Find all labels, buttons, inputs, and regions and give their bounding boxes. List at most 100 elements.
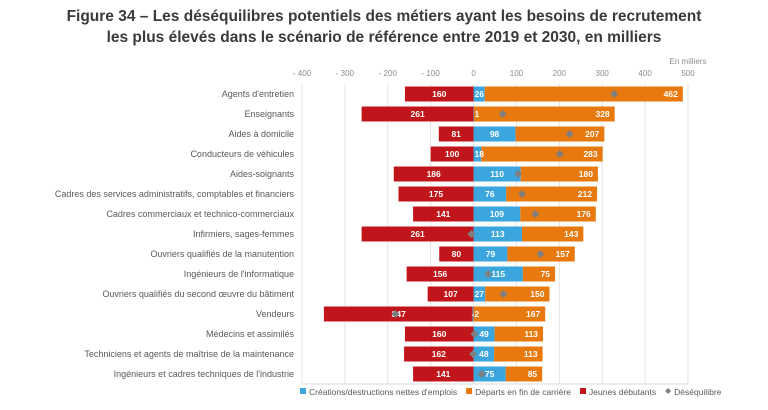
legend-label: Départs en fin de carrière bbox=[475, 387, 571, 397]
data-label-departs: 113 bbox=[524, 329, 538, 339]
data-label-jeunes: 141 bbox=[436, 369, 450, 379]
bar-jeunes-debutants bbox=[404, 346, 474, 362]
marker-desequilibre bbox=[531, 210, 540, 218]
marker-desequilibre bbox=[469, 350, 478, 358]
bar-jeunes-debutants bbox=[413, 366, 474, 382]
category-label: Ouvriers qualifiés de la manutention bbox=[150, 249, 294, 259]
data-label-creations: 48 bbox=[479, 349, 489, 359]
bar-creations bbox=[473, 166, 521, 182]
bar-departs bbox=[473, 306, 546, 322]
marker-desequilibre bbox=[484, 270, 493, 278]
bar-creations bbox=[472, 306, 474, 322]
category-label: Techniciens et agents de maîtrise de la … bbox=[84, 349, 294, 359]
title-line-2: les plus élevés dans le scénario de réfé… bbox=[106, 29, 662, 46]
bar-creations bbox=[473, 266, 523, 282]
category-label: Cadres commerciaux et technico-commercia… bbox=[106, 209, 294, 219]
data-label-jeunes: 156 bbox=[433, 269, 447, 279]
data-label-creations: 115 bbox=[491, 269, 505, 279]
x-tick-label: 200 bbox=[553, 69, 567, 78]
data-label-creations: 79 bbox=[486, 249, 496, 259]
bar-departs bbox=[506, 186, 598, 202]
data-label-departs: 75 bbox=[541, 269, 551, 279]
data-label-jeunes: 160 bbox=[432, 89, 446, 99]
title-line-1: Figure 34 – Les déséquilibres potentiels… bbox=[66, 8, 702, 25]
chart-title: Figure 34 – Les déséquilibres potentiels… bbox=[0, 6, 768, 48]
data-label-jeunes: 100 bbox=[445, 149, 459, 159]
unit-label: En milliers bbox=[670, 57, 707, 66]
data-label-departs: 176 bbox=[577, 209, 591, 219]
category-label: Infirmiers, sages-femmes bbox=[193, 229, 295, 239]
data-label-jeunes: 186 bbox=[427, 169, 441, 179]
bar-jeunes-debutants bbox=[361, 106, 474, 122]
marker-desequilibre bbox=[536, 250, 545, 258]
bar-jeunes-debutants bbox=[430, 146, 474, 162]
category-label: Cadres des services administratifs, comp… bbox=[55, 189, 295, 199]
data-label-departs: 85 bbox=[528, 369, 538, 379]
category-label: Agents d'entretien bbox=[222, 89, 294, 99]
bar-departs bbox=[494, 326, 544, 342]
bar-creations bbox=[473, 326, 495, 342]
bar-jeunes-debutants bbox=[393, 166, 474, 182]
bar-creations bbox=[473, 246, 508, 262]
bar-departs bbox=[505, 366, 543, 382]
bar-jeunes-debutants bbox=[439, 246, 474, 262]
bar-jeunes-debutants bbox=[427, 286, 474, 302]
data-label-creations: 113 bbox=[491, 229, 505, 239]
bar-jeunes-debutants bbox=[413, 206, 474, 222]
marker-desequilibre bbox=[498, 110, 507, 118]
data-label-creations: 49 bbox=[479, 329, 489, 339]
bar-departs bbox=[520, 166, 598, 182]
marker-desequilibre bbox=[391, 310, 400, 318]
data-label-creations: 98 bbox=[490, 129, 500, 139]
data-label-creations: 75 bbox=[485, 369, 495, 379]
data-label-creations: 76 bbox=[485, 189, 495, 199]
data-label-departs: 167 bbox=[526, 309, 540, 319]
data-label-jeunes: 162 bbox=[432, 349, 446, 359]
legend-label: Jeunes débutants bbox=[589, 387, 656, 397]
x-tick-label: 0 bbox=[471, 69, 476, 78]
data-label-jeunes: 141 bbox=[436, 209, 450, 219]
bar-departs bbox=[484, 86, 683, 102]
x-tick-label: - 300 bbox=[336, 69, 355, 78]
category-label: Médecins et assimilés bbox=[206, 329, 295, 339]
marker-desequilibre bbox=[514, 170, 523, 178]
marker-desequilibre bbox=[499, 290, 508, 298]
bar-departs bbox=[520, 206, 596, 222]
category-label: Ingénieurs de l'informatique bbox=[184, 269, 294, 279]
category-label: Aides à domicile bbox=[228, 129, 294, 139]
data-label-creations: 109 bbox=[490, 209, 504, 219]
x-tick-label: 400 bbox=[638, 69, 652, 78]
bar-departs bbox=[485, 286, 550, 302]
legend-swatch bbox=[466, 388, 473, 394]
category-label: Aides-soignants bbox=[230, 169, 295, 179]
bar-departs bbox=[522, 266, 556, 282]
x-tick-label: - 200 bbox=[379, 69, 398, 78]
bar-departs bbox=[473, 106, 615, 122]
x-tick-label: - 100 bbox=[422, 69, 441, 78]
marker-desequilibre bbox=[477, 370, 486, 378]
data-label-jeunes: 261 bbox=[410, 109, 424, 119]
marker-desequilibre bbox=[467, 230, 476, 238]
data-label-departs: 150 bbox=[530, 289, 544, 299]
data-label-departs: 207 bbox=[585, 129, 599, 139]
category-label: Enseignants bbox=[244, 109, 294, 119]
bar-departs bbox=[522, 226, 584, 242]
legend-label: Créations/destructions nettes d'emplois bbox=[309, 387, 457, 397]
data-label-creations: -2 bbox=[472, 309, 480, 319]
category-label: Conducteurs de véhicules bbox=[190, 149, 294, 159]
x-tick-label: 100 bbox=[510, 69, 524, 78]
bar-jeunes-debutants bbox=[398, 186, 474, 202]
bar-creations bbox=[473, 206, 521, 222]
data-label-departs: 113 bbox=[524, 349, 538, 359]
data-label-jeunes: 81 bbox=[451, 129, 461, 139]
data-label-jeunes: 261 bbox=[410, 229, 424, 239]
bar-departs bbox=[494, 346, 543, 362]
x-tick-label: 300 bbox=[596, 69, 610, 78]
data-label-departs: 157 bbox=[556, 249, 570, 259]
data-label-creations: 27 bbox=[475, 289, 485, 299]
marker-desequilibre bbox=[610, 90, 619, 98]
bar-jeunes-debutants bbox=[438, 126, 474, 142]
bar-creations bbox=[473, 146, 482, 162]
data-label-creations: 18 bbox=[475, 149, 485, 159]
category-label: Ingénieurs et cadres techniques de l'ind… bbox=[114, 369, 294, 379]
